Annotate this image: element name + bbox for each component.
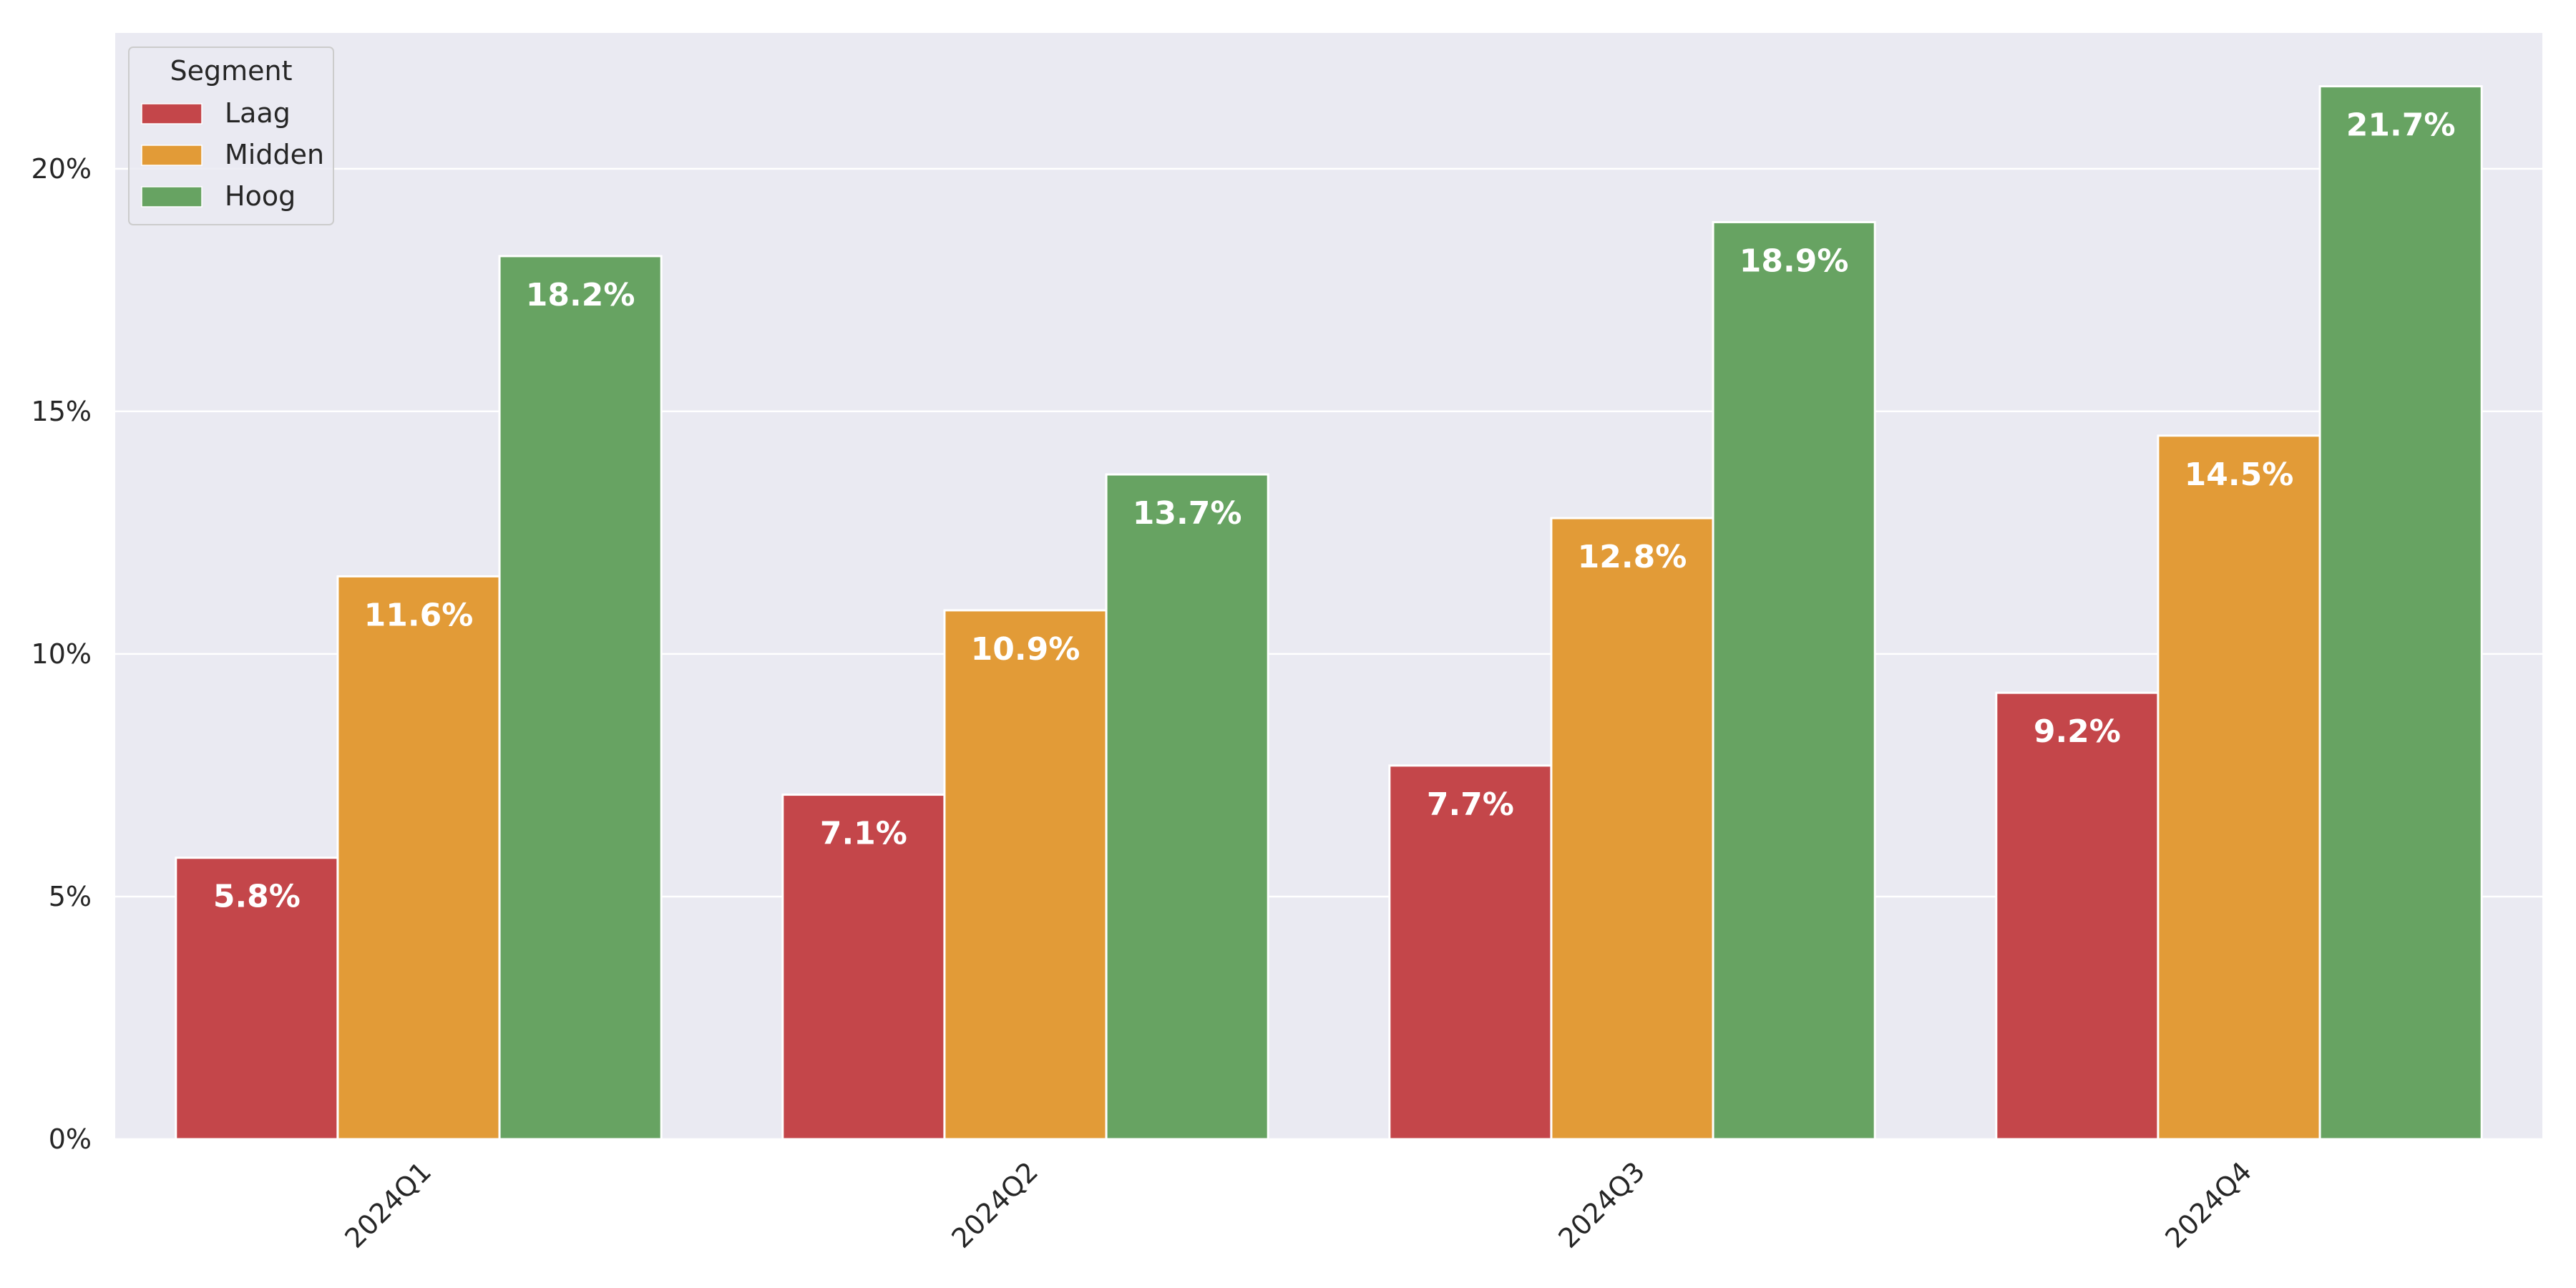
y-tick-label: 0% (49, 1123, 92, 1155)
legend-swatch (141, 145, 203, 166)
bar-laag-2024q4 (1995, 691, 2160, 1141)
legend: Segment Laag Midden Hoog (128, 47, 334, 225)
legend-item-laag: Laag (141, 97, 291, 129)
legend-label: Hoog (225, 180, 296, 212)
bar-laag-2024q1 (175, 857, 339, 1141)
bar-laag-2024q3 (1388, 764, 1553, 1141)
x-tick-label: 2024Q4 (2159, 1156, 2258, 1254)
bar-label: 7.1% (820, 816, 907, 852)
bar-label: 18.9% (1740, 243, 1849, 279)
x-tick-label: 2024Q1 (338, 1156, 437, 1254)
bar-label: 13.7% (1133, 495, 1242, 532)
bar-label: 10.9% (971, 631, 1080, 668)
bars (175, 85, 2483, 1141)
bar-midden-2024q2 (943, 609, 1108, 1141)
bar-label: 14.5% (2185, 457, 2294, 493)
legend-box (128, 47, 334, 225)
y-tick-label: 5% (49, 881, 92, 912)
legend-title: Segment (170, 55, 293, 87)
legend-swatch (141, 103, 203, 125)
y-tick-label: 15% (31, 396, 92, 427)
bar-labels: 5.8% 11.6% 18.2% 7.1% 10.9% 13.7% 7.7% 12.8% 18.… (213, 107, 2456, 915)
x-axis: 2024Q1 2024Q2 2024Q3 2024Q4 (338, 1156, 2258, 1254)
bar-hoog-2024q1 (498, 255, 663, 1141)
bar-label: 7.7% (1427, 786, 1514, 823)
legend-label: Laag (225, 97, 291, 129)
bar-hoog-2024q2 (1105, 473, 1269, 1141)
legend-label: Midden (225, 139, 324, 170)
bar-midden-2024q4 (2157, 434, 2321, 1141)
bar-label: 9.2% (2034, 713, 2121, 750)
y-tick-label: 10% (31, 638, 92, 670)
bar-label: 12.8% (1578, 539, 1687, 575)
bar-label: 5.8% (213, 879, 301, 915)
bar-midden-2024q1 (336, 575, 501, 1141)
bar-label: 18.2% (526, 277, 635, 313)
x-tick-label: 2024Q2 (945, 1156, 1044, 1254)
bar-label: 11.6% (364, 597, 474, 633)
bar-hoog-2024q4 (2318, 85, 2483, 1141)
bar-hoog-2024q3 (1712, 220, 1876, 1141)
y-axis: 0% 5% 10% 15% 20% (31, 153, 92, 1155)
bar-label: 21.7% (2346, 107, 2456, 144)
x-tick-label: 2024Q3 (1552, 1156, 1651, 1254)
legend-swatch (141, 186, 203, 208)
bar-midden-2024q3 (1550, 517, 1714, 1141)
legend-items: Laag Midden Hoog (141, 97, 324, 212)
legend-item-hoog: Hoog (141, 180, 296, 212)
legend-item-midden: Midden (141, 139, 324, 170)
y-tick-label: 20% (31, 153, 92, 185)
